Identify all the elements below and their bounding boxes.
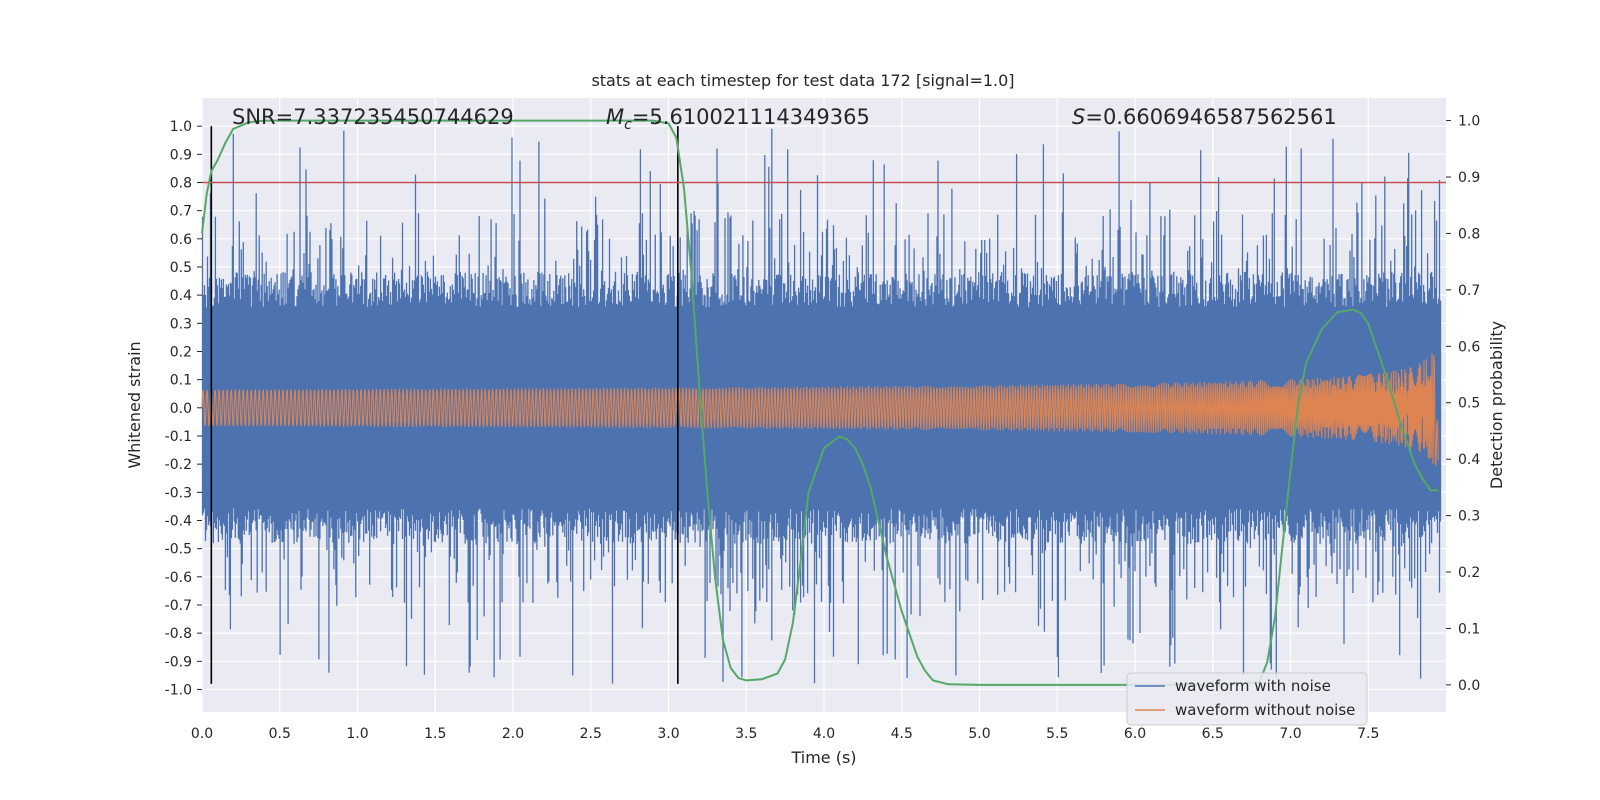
y-tick-label-16: -0.6 (165, 570, 192, 586)
y2-tick-label-1: 0.9 (1458, 170, 1480, 186)
x-tick-label-5: 2.5 (580, 726, 602, 742)
x-tick-label-2: 1.0 (346, 726, 368, 742)
x-tick-label-10: 5.0 (968, 726, 990, 742)
y-tick-label-15: -0.5 (165, 542, 192, 558)
x-tick-label-9: 4.5 (891, 726, 913, 742)
y-axis-label: Whitened strain (125, 341, 144, 468)
annotations: SNR=7.337235450744629 Mc=5.6100211143493… (232, 105, 1337, 133)
x-tick-label-13: 6.5 (1202, 726, 1224, 742)
chirp-mass-value: =5.610021114349365 (632, 105, 870, 129)
x-tick-label-6: 3.0 (657, 726, 679, 742)
chirp-mass-symbol: M (606, 105, 624, 129)
y-tick-label-4: 0.6 (170, 232, 192, 248)
x-axis-label: Time (s) (790, 748, 856, 767)
y2-axis-label: Detection probability (1487, 321, 1506, 489)
legend-label-clean: waveform without noise (1175, 701, 1355, 719)
y-tick-label-14: -0.4 (165, 513, 192, 529)
y2-tick-label-7: 0.3 (1458, 509, 1480, 525)
y-tick-label-2: 0.8 (170, 175, 192, 191)
x-tick-label-12: 6.0 (1124, 726, 1146, 742)
y-tick-label-11: -0.1 (165, 429, 192, 445)
y-tick-label-13: -0.3 (165, 485, 192, 501)
y-axis-ticks: 1.0 0.9 0.8 0.7 0.6 0.5 0.4 0.3 0.2 0.1 0.0 -0.1 -0.… (165, 119, 202, 698)
y-tick-label-5: 0.5 (170, 260, 192, 276)
y-tick-label-7: 0.3 (170, 316, 192, 332)
y2-tick-label-4: 0.6 (1458, 339, 1480, 355)
legend: waveform with noise waveform without noi… (1126, 672, 1368, 726)
y2-tick-label-9: 0.1 (1458, 621, 1480, 637)
x-tick-label-11: 5.5 (1046, 726, 1068, 742)
chirp-mass-annotation: Mc=5.610021114349365 (606, 105, 870, 133)
x-tick-label-8: 4.0 (813, 726, 835, 742)
y-tick-label-17: -0.7 (165, 598, 192, 614)
probability-series (201, 119, 1439, 686)
y2-tick-label-5: 0.5 (1458, 396, 1480, 412)
y2-tick-label-10: 0.0 (1458, 678, 1480, 694)
chirp-mass-subscript: c (624, 117, 632, 133)
x-tick-label-1: 0.5 (269, 726, 291, 742)
y2-tick-label-0: 1.0 (1458, 114, 1480, 130)
legend-box (1126, 672, 1368, 726)
y2-tick-label-6: 0.4 (1458, 452, 1480, 468)
y-tick-label-18: -0.8 (165, 626, 192, 642)
y-tick-label-10: 0.0 (170, 401, 192, 417)
y2-tick-label-3: 0.7 (1458, 283, 1480, 299)
x-tick-label-14: 7.0 (1279, 726, 1301, 742)
clean-waveform-trace (201, 353, 1439, 466)
x-tick-label-3: 1.5 (424, 726, 446, 742)
s-symbol: S (1072, 105, 1085, 129)
chart-title: stats at each timestep for test data 172… (591, 71, 1014, 90)
s-value: =0.6606946587562561 (1085, 105, 1336, 129)
vertical-markers (210, 126, 679, 684)
x-tick-label-4: 2.0 (502, 726, 524, 742)
x-tick-label-7: 3.5 (735, 726, 757, 742)
y-tick-label-19: -0.9 (165, 654, 192, 670)
legend-label-noise: waveform with noise (1175, 677, 1331, 695)
y2-tick-label-8: 0.2 (1458, 565, 1480, 581)
y-tick-label-20: -1.0 (165, 682, 192, 698)
y-tick-label-1: 0.9 (170, 147, 192, 163)
y-tick-label-6: 0.4 (170, 288, 192, 304)
probability-curve (201, 119, 1439, 686)
y2-tick-label-2: 0.8 (1458, 226, 1480, 242)
x-axis-ticks: 0.0 0.5 1.0 1.5 2.0 2.5 3.0 3.5 4.0 4.5 5.0 5.5 6.0 6… (191, 726, 1380, 742)
x-tick-label-0: 0.0 (191, 726, 213, 742)
snr-annotation: SNR=7.337235450744629 (232, 105, 514, 129)
x-tick-label-15: 7.5 (1357, 726, 1379, 742)
y-tick-label-8: 0.2 (170, 344, 192, 360)
clean-waveform-series (201, 353, 1439, 466)
y2-axis-ticks: 1.0 0.9 0.8 0.7 0.6 0.5 0.4 0.3 0.2 0.1 0.0 (1446, 114, 1480, 694)
y-tick-label-3: 0.7 (170, 204, 192, 220)
s-annotation: S=0.6606946587562561 (1072, 105, 1337, 129)
y-tick-label-12: -0.2 (165, 457, 192, 473)
y-tick-label-0: 1.0 (170, 119, 192, 135)
y-tick-label-9: 0.1 (170, 373, 192, 389)
